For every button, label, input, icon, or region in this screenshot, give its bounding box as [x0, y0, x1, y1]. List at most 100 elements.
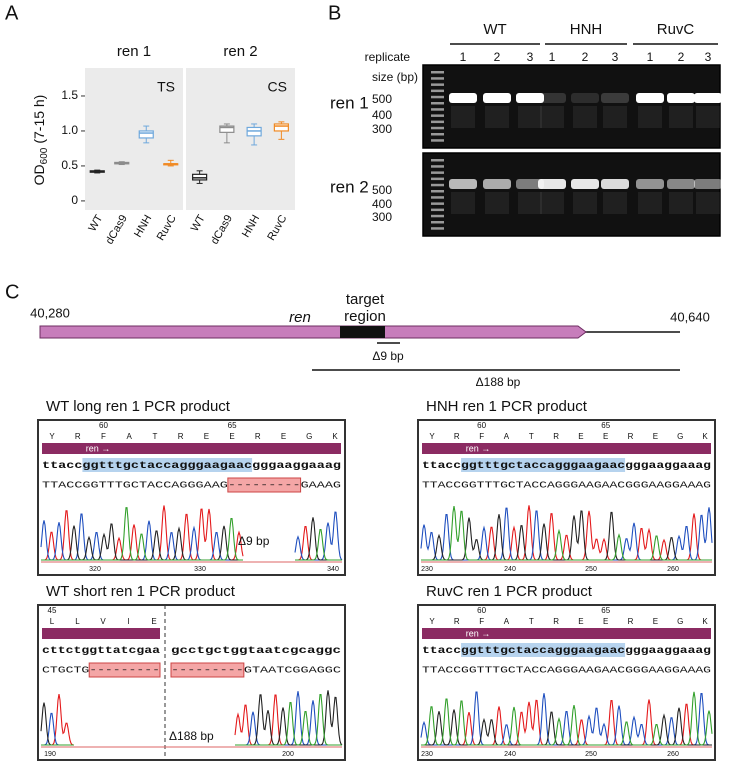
- trace-axis-label: 240: [504, 751, 516, 758]
- trace-axis-label: 190: [44, 751, 56, 758]
- ladder-band: [431, 71, 444, 74]
- gel-image: [422, 64, 721, 149]
- ladder-band: [431, 227, 444, 230]
- amino-acid: E: [151, 617, 156, 626]
- y-tick-label: 1.0: [61, 123, 78, 137]
- gel-band: [601, 93, 629, 103]
- replicate-number: 1: [460, 50, 467, 64]
- trace-axis-label: 250: [585, 566, 597, 573]
- gene-bar-label: ren →: [86, 443, 111, 453]
- deletion-label: Δ9 bp: [238, 534, 270, 548]
- size-label: size (bp): [372, 70, 418, 84]
- facet-annotation: CS: [268, 79, 287, 95]
- amino-acid: R: [454, 617, 460, 626]
- amino-acid: R: [628, 432, 634, 441]
- amino-acid: R: [553, 432, 559, 441]
- amino-acid: R: [75, 432, 81, 441]
- trace-axis-label: 230: [421, 751, 433, 758]
- amino-acid: R: [553, 617, 559, 626]
- amino-acid: G: [677, 432, 683, 441]
- gel-smear: [451, 106, 475, 128]
- amino-acid: Y: [429, 432, 435, 441]
- gel-band: [483, 93, 511, 103]
- amino-acid: A: [504, 432, 510, 441]
- aa-number: 60: [99, 421, 108, 430]
- trace-title: HNH ren 1 PCR product: [426, 398, 588, 415]
- amino-acid: K: [702, 432, 708, 441]
- amino-acid: R: [628, 617, 634, 626]
- amino-acid: Y: [49, 432, 55, 441]
- size-marker: 500: [372, 92, 392, 106]
- y-tick-label: 0: [71, 193, 78, 207]
- facet-title: ren 2: [223, 43, 257, 60]
- deletion-label: Δ188 bp: [169, 729, 214, 743]
- y-label-sub: 600: [39, 147, 50, 164]
- gel-band: [571, 93, 599, 103]
- size-marker: 400: [372, 197, 392, 211]
- gene-name: ren: [289, 309, 311, 326]
- y-axis-label: OD600 (7-15 h): [31, 95, 50, 186]
- facet-annotation: TS: [157, 79, 175, 95]
- x-tick-label: RuvC: [265, 213, 289, 243]
- gel-smear: [485, 192, 509, 214]
- amino-acid: F: [101, 432, 106, 441]
- target-highlight: [82, 458, 253, 472]
- chromatogram: [295, 529, 342, 561]
- gel-band: [516, 179, 544, 189]
- x-tick-label: RuvC: [155, 213, 179, 243]
- ladder-band: [431, 159, 444, 162]
- facet-title: ren 1: [117, 43, 151, 60]
- gel-smear: [603, 106, 627, 128]
- replicate-number: 2: [494, 50, 501, 64]
- gel-smear: [638, 106, 662, 128]
- box: [273, 123, 289, 132]
- aa-number: 60: [477, 421, 486, 430]
- gene-bar: [42, 443, 341, 454]
- group-label: HNH: [570, 21, 603, 38]
- target-highlight: [461, 643, 626, 657]
- trace-axis-label: 240: [504, 566, 516, 573]
- box: [138, 130, 154, 139]
- map-start: 40,280: [30, 305, 70, 320]
- ladder-band: [431, 102, 444, 105]
- amino-acid: G: [677, 617, 683, 626]
- gel-band: [667, 93, 695, 103]
- gel-smear: [696, 106, 720, 128]
- size-marker: 400: [372, 108, 392, 122]
- amino-acid: R: [454, 432, 460, 441]
- amino-acid: L: [50, 617, 55, 626]
- panel-label: B: [328, 2, 341, 24]
- gel-smear: [540, 192, 564, 214]
- reference-sequence: ttaccggtttgctaccagggaagaacgggaaggaaag: [422, 645, 711, 657]
- replicate-number: 2: [678, 50, 685, 64]
- amino-acid: T: [529, 617, 534, 626]
- ladder-band: [431, 190, 444, 193]
- gel-smear: [669, 192, 693, 214]
- amino-acid: K: [332, 432, 338, 441]
- ladder-band: [431, 83, 444, 86]
- trace-title: WT long ren 1 PCR product: [46, 398, 231, 415]
- ladder-band: [431, 139, 444, 142]
- ladder-band: [431, 77, 444, 80]
- amino-acid: E: [653, 617, 658, 626]
- ladder-band: [431, 208, 444, 212]
- replicate-number: 3: [705, 50, 712, 64]
- gene-bar: [422, 628, 711, 639]
- amino-acid: K: [702, 617, 708, 626]
- gel-band: [694, 179, 722, 189]
- trace-title: WT short ren 1 PCR product: [46, 583, 236, 600]
- ladder-band: [431, 196, 444, 199]
- gel-smear: [540, 106, 564, 128]
- gel-smear: [573, 192, 597, 214]
- deletion-label: Δ9 bp: [372, 349, 404, 363]
- gel-band: [449, 93, 477, 103]
- gel-band: [694, 93, 722, 103]
- x-tick-label: WT: [86, 213, 105, 234]
- gel-band: [636, 93, 664, 103]
- amino-acid: E: [281, 432, 286, 441]
- read-sequence: ---------GTAATCGGAGGC: [171, 665, 341, 676]
- reference-sequence: cttctggttatcgaa: [42, 645, 161, 657]
- chromatogram: [421, 506, 712, 561]
- amino-acid: A: [127, 432, 133, 441]
